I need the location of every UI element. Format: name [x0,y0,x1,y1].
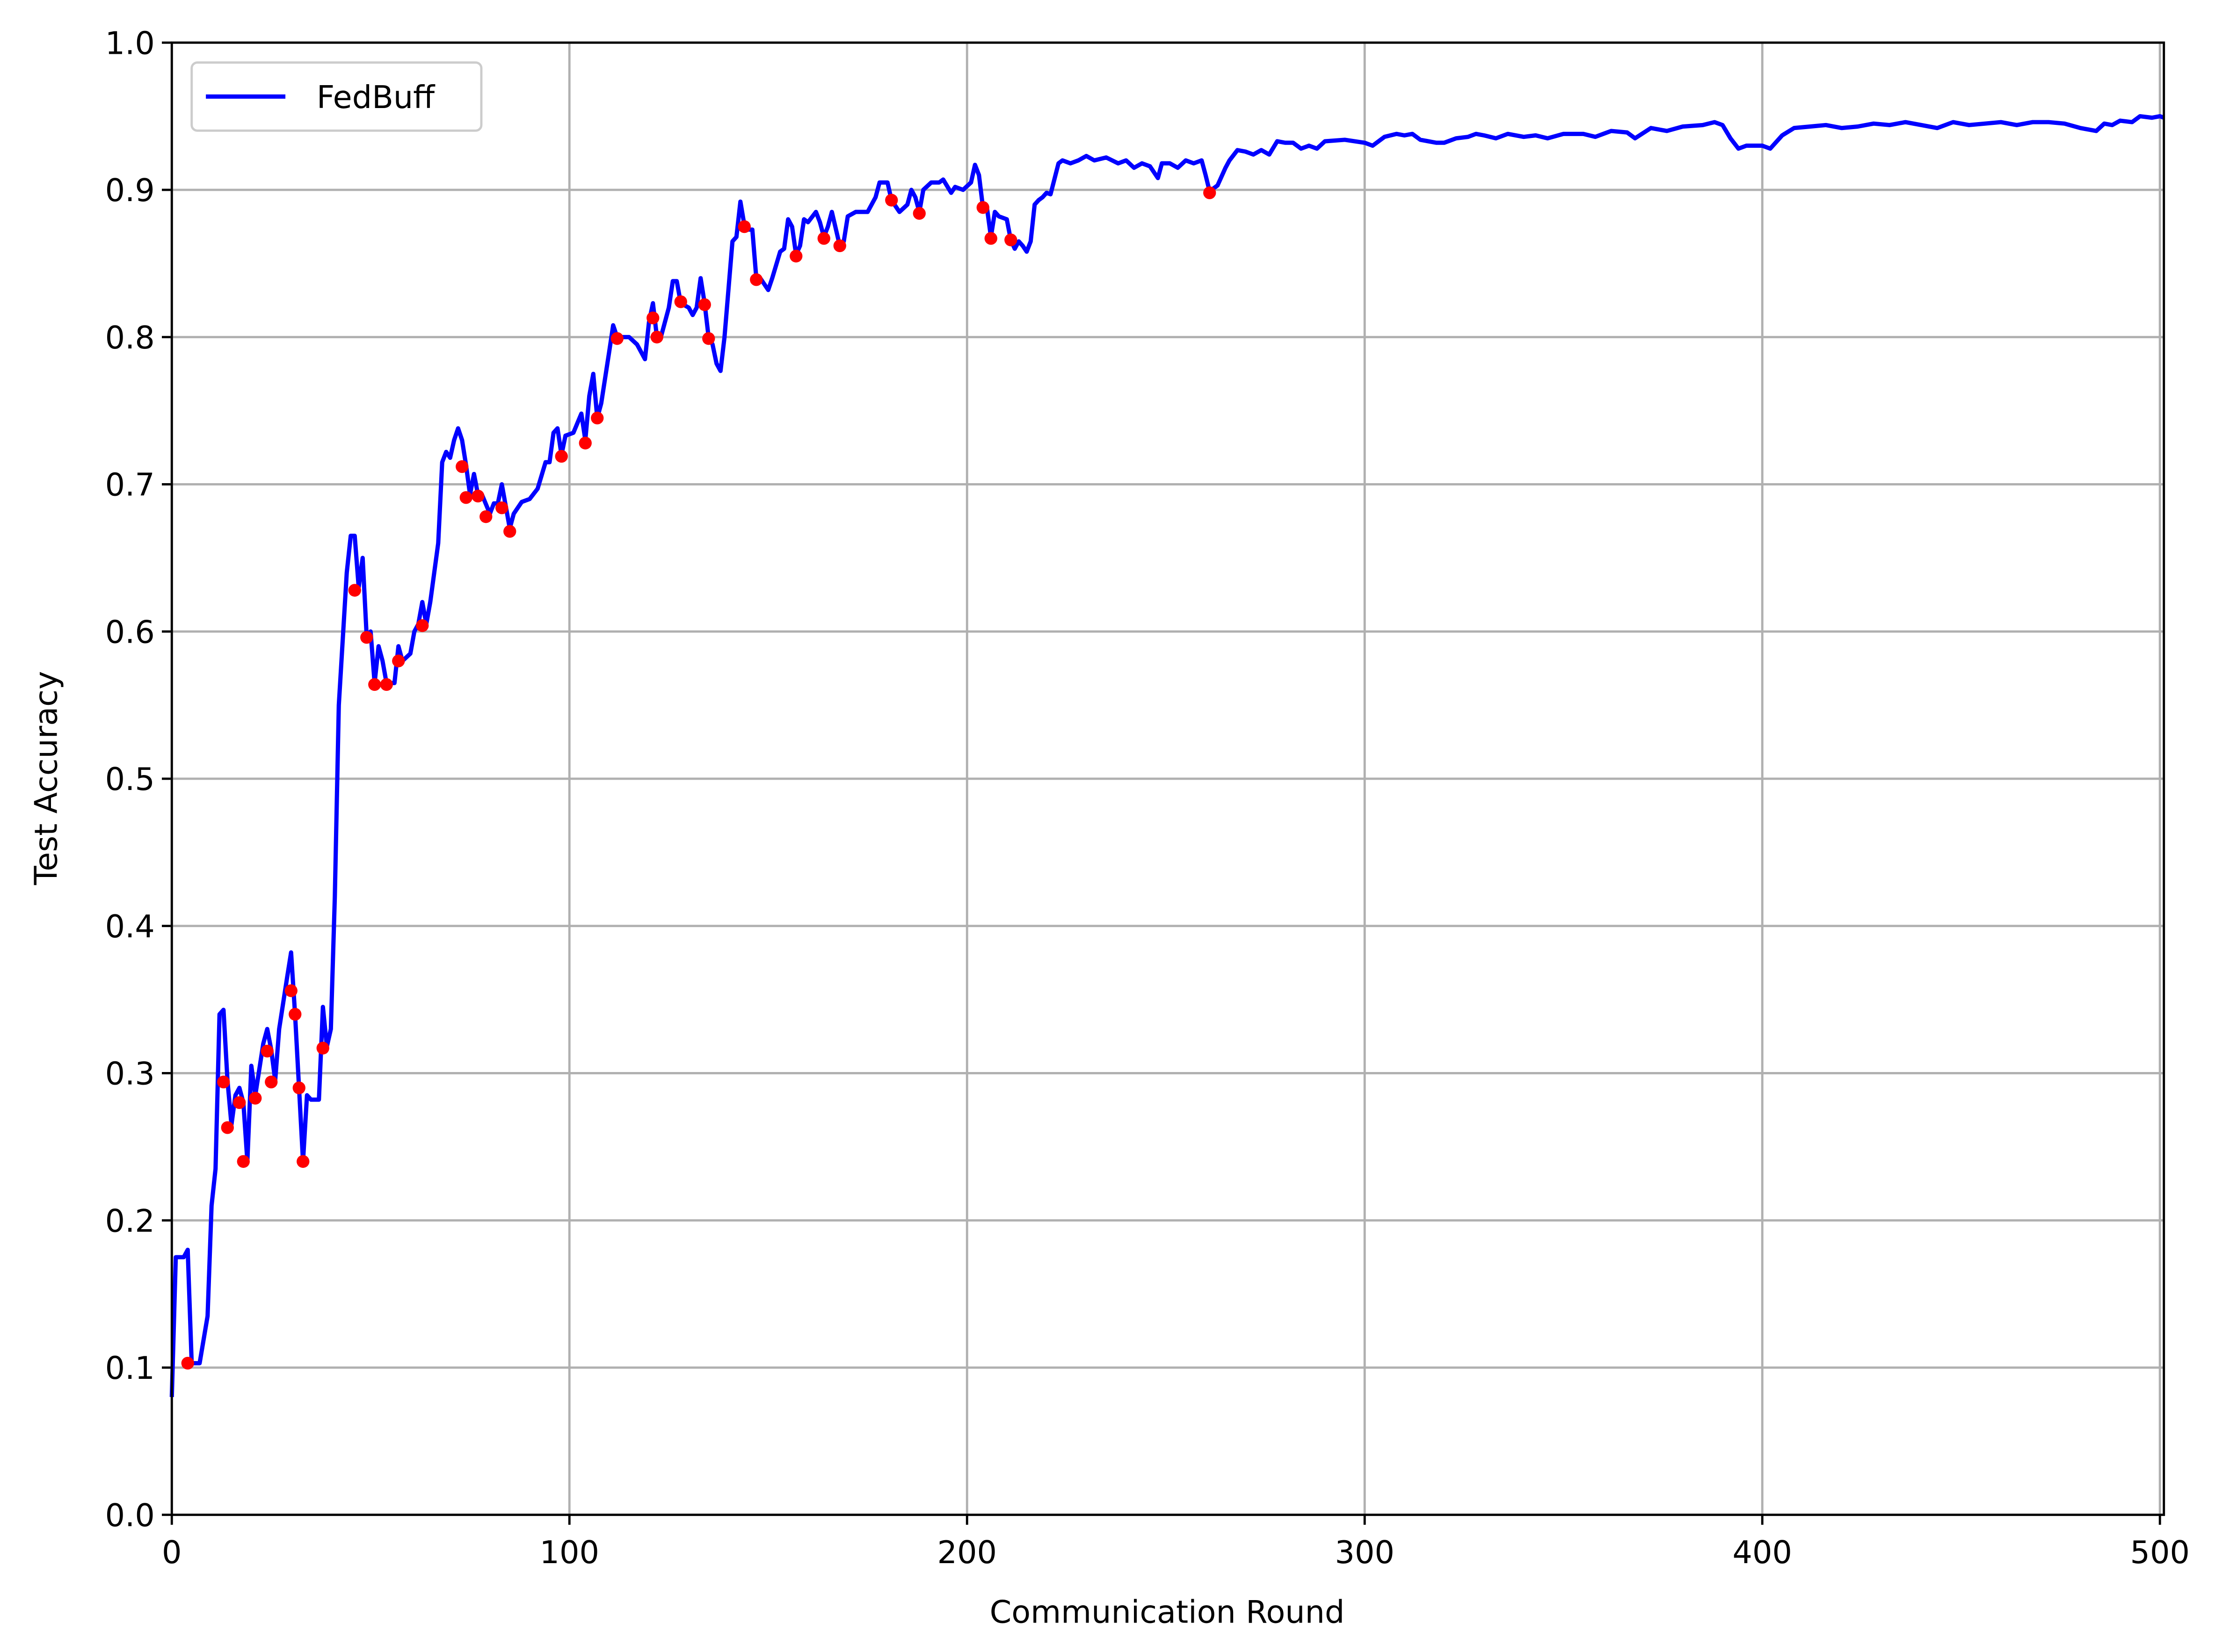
point [348,584,361,597]
point [913,207,926,220]
y-tick-label: 0.2 [105,1203,155,1239]
y-tick-label: 0.7 [105,467,155,503]
point [459,491,472,504]
point [221,1121,234,1134]
point [790,249,803,263]
point [456,460,469,473]
point [233,1096,246,1109]
point [284,984,298,997]
legend-box [190,61,483,132]
y-tick-label: 0.0 [105,1497,155,1534]
y-tick-label: 0.1 [105,1350,155,1386]
point [650,330,663,344]
point [316,1042,329,1055]
point [750,273,763,286]
point [297,1155,310,1168]
y-axis-label: Test Accuracy [28,671,64,886]
point [479,510,493,523]
point [503,525,516,538]
point [1203,186,1216,199]
y-tick-label: 0.9 [105,172,155,209]
y-tick-label: 0.5 [105,761,155,797]
point [1004,233,1017,246]
y-tick-label: 0.4 [105,908,155,945]
plot-frame [170,41,2165,1516]
y-tick-label: 0.3 [105,1056,155,1092]
x-axis-label: Communication Round [990,1594,1345,1630]
point [360,631,373,644]
point [368,678,381,691]
y-tick-label: 1.0 [105,25,155,61]
x-tick-label: 100 [540,1534,599,1571]
point [555,449,568,463]
x-tick-label: 300 [1335,1534,1394,1571]
point [738,220,751,233]
point [265,1075,278,1088]
x-tick-label: 400 [1733,1534,1792,1571]
y-tick-label: 0.8 [105,319,155,356]
point [976,201,989,214]
x-tick-label: 200 [937,1534,997,1571]
point [181,1356,194,1370]
point [249,1092,262,1105]
point [416,619,429,632]
point [674,295,687,308]
point [380,678,393,691]
point [833,239,846,253]
point [292,1081,305,1094]
point [392,654,405,667]
line [169,114,2165,1398]
point [702,332,715,345]
point [579,436,592,449]
point [698,298,711,312]
point [289,1007,302,1021]
point [495,501,508,514]
point [984,232,997,245]
x-tick-label: 0 [162,1534,182,1571]
point [237,1155,250,1168]
point [472,489,485,503]
point [885,194,898,207]
y-tick-label: 0.6 [105,614,155,650]
point [591,412,604,425]
point [817,232,830,245]
point [646,312,660,325]
legend-label: FedBuff [317,79,436,116]
x-tick-label: 500 [2130,1534,2190,1571]
point [261,1044,274,1058]
point [610,332,624,345]
point [217,1075,230,1088]
